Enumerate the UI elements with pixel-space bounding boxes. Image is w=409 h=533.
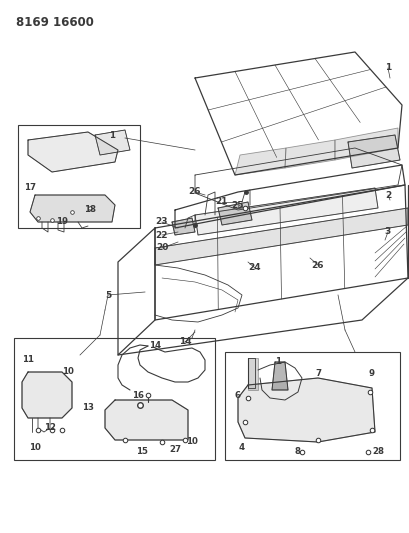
Text: 26: 26 [311,261,324,270]
Text: 5: 5 [105,290,111,300]
Bar [225,352,399,460]
Polygon shape [105,400,188,440]
Text: 26: 26 [188,188,201,197]
Polygon shape [237,378,374,442]
Text: 16: 16 [132,391,144,400]
Text: 6: 6 [234,392,240,400]
Text: 17: 17 [24,183,36,192]
Polygon shape [172,218,195,235]
Text: 18: 18 [84,206,96,214]
Text: 1: 1 [274,358,280,367]
Text: 24: 24 [248,263,261,272]
Text: 15: 15 [136,448,148,456]
Text: 10: 10 [186,438,198,447]
Polygon shape [218,202,252,225]
Text: 23: 23 [155,217,168,227]
Polygon shape [155,208,407,265]
Text: 10: 10 [29,443,41,453]
Text: 7: 7 [314,368,320,377]
Text: 13: 13 [82,403,94,413]
Polygon shape [30,195,115,222]
Text: 20: 20 [155,244,168,253]
Text: 14: 14 [178,337,191,346]
Text: 9: 9 [368,368,374,377]
Text: 21: 21 [215,198,228,206]
Bar [18,125,139,228]
Polygon shape [95,130,130,155]
Text: 27: 27 [169,446,181,455]
Text: 12: 12 [44,424,56,432]
Text: 11: 11 [22,356,34,365]
Polygon shape [195,188,377,235]
Polygon shape [334,128,397,160]
Text: 1: 1 [384,63,390,72]
Text: 28: 28 [371,448,383,456]
Text: 3: 3 [384,228,390,237]
Polygon shape [234,148,285,175]
Polygon shape [28,132,118,172]
Polygon shape [347,135,399,168]
Text: 8169 16600: 8169 16600 [16,16,94,29]
Polygon shape [22,372,72,418]
Text: 25: 25 [231,200,244,209]
Text: 2: 2 [384,190,390,199]
Polygon shape [284,140,334,168]
Polygon shape [247,358,257,390]
Text: 10: 10 [62,367,74,376]
Text: 22: 22 [155,230,168,239]
Bar [14,338,214,460]
Polygon shape [271,362,287,390]
Text: 1: 1 [109,131,115,140]
Text: 14: 14 [148,341,161,350]
Text: 19: 19 [56,217,68,227]
Text: 8: 8 [294,448,300,456]
Text: 4: 4 [238,442,245,451]
